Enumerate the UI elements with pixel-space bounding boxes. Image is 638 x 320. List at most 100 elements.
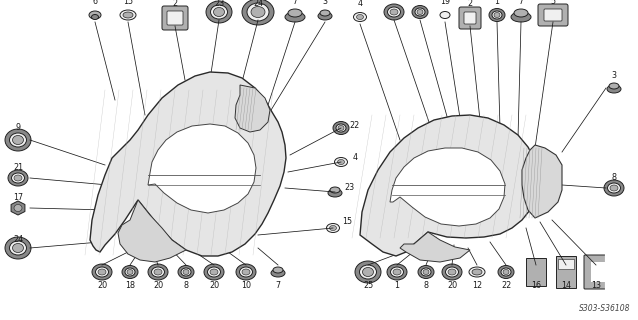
Text: 20: 20 <box>153 282 163 291</box>
Text: 4: 4 <box>353 154 357 163</box>
Text: 4: 4 <box>357 0 362 7</box>
Text: 19: 19 <box>440 0 450 5</box>
Ellipse shape <box>492 11 502 19</box>
Ellipse shape <box>206 1 232 23</box>
FancyBboxPatch shape <box>459 7 481 29</box>
Text: 1: 1 <box>394 282 399 291</box>
Text: 22: 22 <box>350 121 360 130</box>
Bar <box>591 262 607 282</box>
Text: 8: 8 <box>424 282 429 291</box>
Ellipse shape <box>154 269 162 275</box>
Ellipse shape <box>148 264 168 280</box>
Ellipse shape <box>445 267 459 277</box>
Ellipse shape <box>498 266 514 278</box>
Ellipse shape <box>271 269 285 277</box>
Ellipse shape <box>501 268 511 276</box>
Text: 20: 20 <box>209 282 219 291</box>
Ellipse shape <box>390 267 403 277</box>
Ellipse shape <box>183 269 189 275</box>
Text: 24: 24 <box>13 236 23 244</box>
FancyBboxPatch shape <box>584 255 608 289</box>
Ellipse shape <box>334 157 348 166</box>
Ellipse shape <box>604 180 624 196</box>
Ellipse shape <box>359 265 376 279</box>
Text: 24: 24 <box>253 0 263 7</box>
Ellipse shape <box>489 9 505 21</box>
Ellipse shape <box>247 3 269 21</box>
Polygon shape <box>118 200 186 262</box>
Text: 17: 17 <box>13 194 23 203</box>
Text: 12: 12 <box>472 282 482 291</box>
Text: 11: 11 <box>389 0 399 3</box>
Text: 10: 10 <box>241 282 251 291</box>
Text: 8: 8 <box>611 173 616 182</box>
Ellipse shape <box>125 268 135 276</box>
Ellipse shape <box>327 223 339 233</box>
Bar <box>556 256 576 288</box>
Ellipse shape <box>607 85 621 93</box>
Ellipse shape <box>210 269 218 275</box>
Ellipse shape <box>387 7 401 17</box>
Ellipse shape <box>10 241 27 255</box>
Ellipse shape <box>123 12 133 18</box>
Ellipse shape <box>5 129 31 151</box>
Ellipse shape <box>207 267 221 277</box>
Ellipse shape <box>204 264 224 280</box>
Ellipse shape <box>417 10 423 14</box>
Ellipse shape <box>333 122 349 134</box>
Text: 15: 15 <box>123 0 133 5</box>
Ellipse shape <box>14 204 22 212</box>
Ellipse shape <box>13 135 24 145</box>
Ellipse shape <box>92 264 112 280</box>
Text: 15: 15 <box>342 218 352 227</box>
Ellipse shape <box>423 269 429 275</box>
Ellipse shape <box>242 0 274 25</box>
FancyBboxPatch shape <box>167 11 183 25</box>
Text: 18: 18 <box>415 0 425 3</box>
Ellipse shape <box>387 264 407 280</box>
Polygon shape <box>390 148 505 226</box>
FancyBboxPatch shape <box>544 9 562 21</box>
Ellipse shape <box>442 264 462 280</box>
Ellipse shape <box>393 269 401 275</box>
Ellipse shape <box>338 159 345 164</box>
Ellipse shape <box>178 266 194 278</box>
Text: 2: 2 <box>172 0 177 9</box>
Ellipse shape <box>120 10 136 20</box>
Ellipse shape <box>273 267 283 273</box>
Ellipse shape <box>251 6 265 18</box>
Text: 9: 9 <box>15 124 20 132</box>
Ellipse shape <box>288 9 302 17</box>
Ellipse shape <box>320 10 330 16</box>
Polygon shape <box>148 124 256 213</box>
Ellipse shape <box>127 269 133 275</box>
Text: 21: 21 <box>13 164 23 172</box>
Text: 8: 8 <box>184 282 188 291</box>
Ellipse shape <box>11 173 24 183</box>
Text: 20: 20 <box>447 282 457 291</box>
Ellipse shape <box>214 7 225 17</box>
Text: 14: 14 <box>561 282 571 291</box>
Ellipse shape <box>91 14 98 20</box>
Ellipse shape <box>607 183 621 193</box>
Ellipse shape <box>242 269 250 275</box>
FancyBboxPatch shape <box>464 12 476 24</box>
Bar <box>558 259 574 269</box>
Text: 23: 23 <box>344 183 354 193</box>
Ellipse shape <box>8 170 28 186</box>
Text: 2: 2 <box>468 0 473 9</box>
Ellipse shape <box>610 185 618 191</box>
Ellipse shape <box>239 267 253 277</box>
Ellipse shape <box>472 269 482 275</box>
Polygon shape <box>522 145 562 218</box>
Ellipse shape <box>318 12 332 20</box>
Ellipse shape <box>13 244 24 252</box>
Text: 22: 22 <box>501 282 511 291</box>
Ellipse shape <box>96 267 108 277</box>
Ellipse shape <box>412 5 428 19</box>
FancyBboxPatch shape <box>538 4 568 26</box>
Ellipse shape <box>181 268 191 276</box>
Text: 16: 16 <box>531 282 541 291</box>
Text: 24: 24 <box>253 0 263 3</box>
Text: 25: 25 <box>363 282 373 291</box>
